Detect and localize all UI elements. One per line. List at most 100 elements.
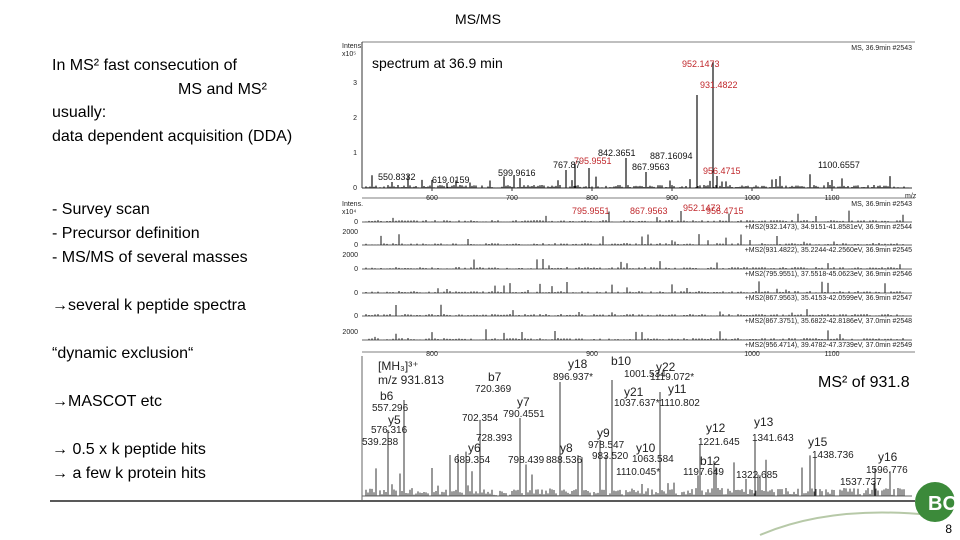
y-tick-label: 0 [354, 266, 358, 273]
mass-label: 978.547 [588, 440, 625, 451]
ion-label: b6 [380, 389, 394, 403]
ion-label: y5 [388, 413, 401, 427]
mass-label: 790.4551 [503, 409, 545, 420]
y-axis-label: Intens. [342, 201, 363, 208]
mass-label: 896.937* [553, 372, 593, 383]
precursor-label: 795.9551 [572, 206, 610, 216]
logo-swoosh [759, 511, 931, 536]
precursor-label: 956.4715 [706, 206, 744, 216]
ion-label: y11 [668, 382, 687, 396]
y-tick-label: 0 [354, 242, 358, 249]
mass-label: 888.536 [546, 455, 583, 466]
y-tick-label: 0 [354, 219, 358, 226]
left-text: In MS² fast consecution of MS and MS² usua… [52, 57, 292, 482]
mass-label: 1037.637*1110.802 [614, 398, 700, 409]
y-tick-label: 3 [353, 80, 357, 87]
precursor-label: m/z 931.813 [378, 373, 444, 387]
trace-label: +MS2(932.1473), 34.9151-41.8581eV, 36.9m… [745, 224, 912, 231]
page-number: 8 [945, 522, 952, 536]
y-axis-label: x10⁵ [342, 51, 356, 58]
bullet-text: usually: [52, 104, 106, 121]
mass-label: 728.393 [476, 433, 513, 444]
x-tick-label: 1000 [744, 195, 760, 202]
bullet-text: - Survey scan [52, 201, 150, 218]
x-tick-label: 800 [426, 351, 438, 358]
y-tick-label: 2000 [342, 252, 358, 259]
bullet-text: - MS/MS of several masses [52, 249, 248, 266]
bullet-text: MS and MS² [178, 81, 268, 98]
scan-label: MS, 36.9min #2543 [851, 45, 912, 52]
x-tick-label: 600 [426, 195, 438, 202]
peak-label: 867.9563 [632, 162, 670, 172]
bullet-text: In MS² fast consecution of [52, 57, 238, 74]
x-tick-label: 1100 [824, 195, 839, 202]
ion-label: y22 [656, 360, 676, 374]
mass-label: 1119.072* [650, 372, 694, 383]
trace-label: +MS2(795.9551), 37.5518-45.0623eV, 36.9m… [745, 271, 912, 278]
peak-label: 767.87 [553, 160, 581, 170]
logo-text: BO [928, 493, 958, 515]
mass-label: 702.354 [462, 413, 499, 424]
mass-label: 1110.045* [616, 467, 660, 478]
bullet-text: →MASCOT etc [52, 393, 162, 410]
mass-label: 1341.643 [752, 433, 794, 444]
trace-label: +MS2(867.9563), 35.4153-42.0599eV, 36.9m… [745, 295, 912, 302]
ion-label: y12 [706, 421, 726, 435]
mass-label: 1001.534 [624, 369, 666, 380]
peak-label: 956.4715 [703, 166, 741, 176]
x-tick-label: 1000 [744, 351, 760, 358]
mass-label: 1221.645 [698, 437, 740, 448]
mass-label: 576.316 [371, 425, 408, 436]
precursor-label: [MH₃]³⁺ [378, 359, 419, 373]
ion-label: y16 [878, 450, 898, 464]
ion-label: y21 [624, 385, 644, 399]
mass-label: 1197.649 [683, 467, 724, 478]
mass-label: 1322.685 [736, 470, 778, 481]
trace-peaks [365, 210, 904, 340]
ion-label: y15 [808, 435, 828, 449]
bullet-text: - Precursor definition [52, 225, 200, 242]
ion-label: y18 [568, 357, 588, 371]
mass-label: 1063.584 [632, 454, 674, 465]
ion-label: b7 [488, 370, 502, 384]
ion-label: y13 [754, 415, 774, 429]
mass-label: 539.288 [362, 437, 399, 448]
y-tick-label: 0 [354, 290, 358, 297]
x-tick-label: 900 [666, 195, 678, 202]
fragment-caption: MS² of 931.8 [818, 374, 910, 391]
mass-label: 1438.736 [812, 450, 854, 461]
peak-label: 599.9616 [498, 168, 536, 178]
ion-label: y9 [597, 426, 610, 440]
mass-label: 1537.737 [840, 477, 882, 488]
mass-label: 1596.776 [866, 465, 908, 476]
ion-label: y6 [468, 441, 481, 455]
spectra: spectrum at 36.9 min Intens. x10⁵ MS, 36… [338, 40, 917, 500]
precursor-label: 952.1473 [683, 203, 721, 213]
survey-caption: spectrum at 36.9 min [372, 55, 503, 71]
y-axis-label: Intens. [342, 43, 363, 50]
ion-label: y8 [560, 441, 573, 455]
survey-peaks [365, 62, 909, 188]
precursor-label: 867.9563 [630, 206, 668, 216]
peak-label: 842.3651 [598, 148, 636, 158]
mass-label: 720.369 [475, 384, 512, 395]
x-unit: m/z [905, 193, 917, 200]
peak-label: 952.1473 [682, 59, 720, 69]
bullet-text: data dependent acquisition (DDA) [52, 128, 292, 145]
mass-label: 557.296 [372, 403, 409, 414]
y-tick-label: 2000 [342, 229, 358, 236]
x-tick-label: 800 [586, 195, 598, 202]
bullet-text: “dynamic exclusion“ [52, 345, 193, 362]
x-tick-label: 700 [506, 195, 518, 202]
peak-label: 887.16094 [650, 151, 693, 161]
peak-label: 795.9551 [574, 156, 612, 166]
y-axis-label: x10⁴ [342, 209, 356, 216]
bullet-text: → a few k protein hits [52, 465, 206, 482]
ion-label: y7 [517, 395, 530, 409]
y-tick-label: 2000 [342, 329, 358, 336]
y-tick-label: 1 [353, 150, 357, 157]
trace-label: +MS2(931.4822), 35.2244-42.2560eV, 36.9m… [745, 247, 912, 254]
peak-label: 619.0159 [432, 175, 470, 185]
bullet-text: → 0.5 x k peptide hits [52, 441, 206, 458]
